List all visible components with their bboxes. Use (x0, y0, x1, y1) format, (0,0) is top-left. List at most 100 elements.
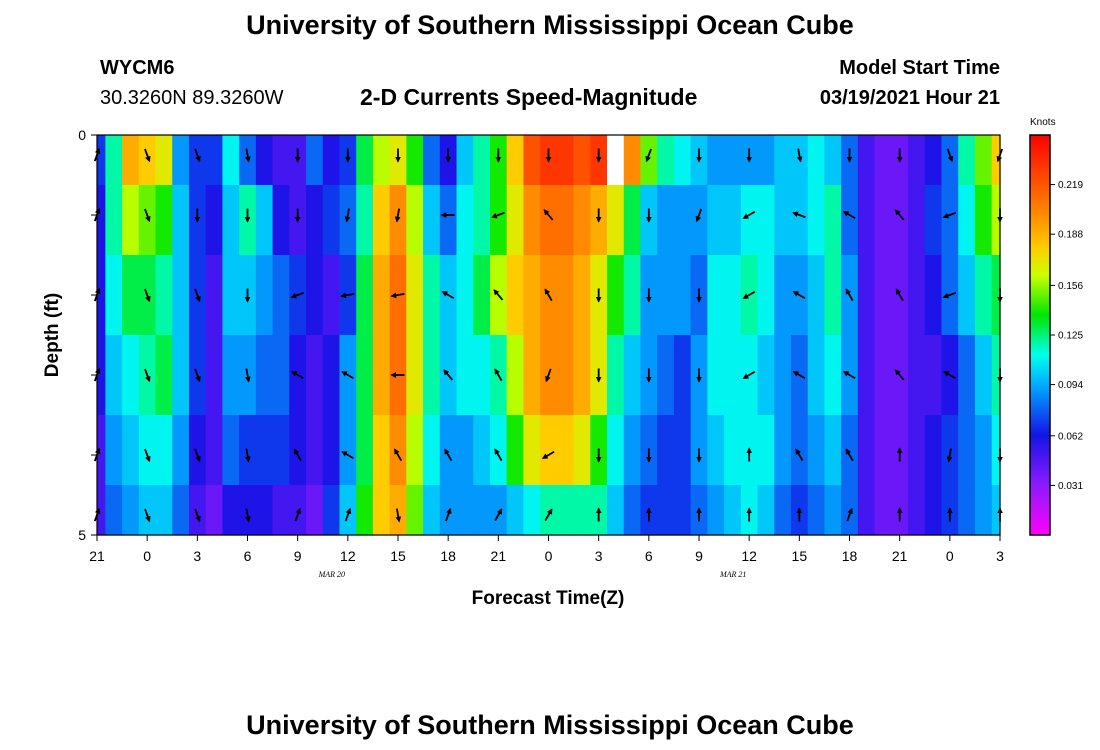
heatmap-cell (607, 335, 625, 416)
heatmap-cell (707, 485, 725, 536)
heatmap-cell (339, 415, 357, 486)
current-arrow (895, 288, 904, 302)
heatmap-cell (807, 255, 826, 336)
heatmap-cell (857, 485, 876, 536)
heatmap-cell (423, 335, 441, 416)
current-arrow (340, 292, 355, 299)
heatmap-cell (456, 415, 474, 486)
heatmap-cell (406, 135, 424, 186)
x-tick-label: 15 (390, 548, 406, 564)
heatmap-cell (774, 485, 792, 536)
heatmap-cell (339, 185, 357, 256)
heatmap-cell (356, 335, 374, 416)
current-arrow (943, 370, 956, 380)
current-arrow (842, 210, 856, 220)
heatmap-cell (807, 485, 826, 536)
heatmap-cell (356, 485, 374, 536)
heatmap-cell (874, 255, 892, 336)
heatmap-cell (138, 485, 157, 536)
heatmap-cell (673, 485, 692, 536)
current-arrow (942, 211, 957, 219)
current-arrow (144, 148, 151, 163)
heatmap-cell (623, 255, 642, 336)
heatmap-cell (406, 185, 424, 256)
heatmap-cell (406, 255, 424, 336)
x-tick-label: 3 (193, 548, 201, 564)
heatmap-cell (757, 335, 775, 416)
heatmap-cell (473, 185, 491, 256)
heatmap-cell (97, 135, 106, 186)
colorbar-label: Knots (1030, 117, 1056, 128)
heatmap-cell (724, 415, 742, 486)
model-start-value: 03/19/2021 Hour 21 (819, 87, 1000, 109)
heatmap-cell (657, 255, 675, 336)
heatmap-cell (205, 135, 224, 186)
heatmap-cell (423, 485, 441, 536)
current-arrow (144, 208, 151, 223)
heatmap-cell (824, 185, 842, 256)
colorbar-tick-label: 0.062 (1058, 431, 1083, 442)
current-arrow (695, 208, 703, 223)
heatmap-cell (473, 135, 491, 186)
heatmap-cell (255, 185, 274, 256)
current-arrow (395, 508, 402, 523)
heatmap-cell (908, 485, 926, 536)
current-arrow (846, 507, 853, 522)
heatmap-cell (97, 415, 106, 486)
current-arrow (494, 508, 503, 522)
heatmap-cell (423, 415, 441, 486)
current-arrow (294, 507, 302, 522)
heatmap-cell (489, 185, 508, 256)
heatmap-cell-missing (607, 135, 625, 186)
heatmap-cell (724, 185, 742, 256)
heatmap-cell (707, 255, 725, 336)
current-arrow (144, 368, 151, 383)
heatmap-cell (105, 485, 123, 536)
heatmap-cell (306, 485, 324, 536)
heatmap-cell (707, 185, 725, 256)
heatmap-cell (222, 415, 240, 486)
heatmap-cell (874, 185, 892, 256)
heatmap-cell (172, 485, 190, 536)
heatmap-cell (439, 415, 458, 486)
heatmap-cell (389, 485, 407, 536)
heatmap-cell (657, 415, 675, 486)
heatmap-cell (857, 335, 876, 416)
heatmap-cell (255, 485, 274, 536)
colorbar-tick-label: 0.031 (1058, 481, 1083, 492)
heatmap-cell (707, 135, 725, 186)
heatmap-cell (172, 335, 190, 416)
heatmap-cell (657, 185, 675, 256)
heatmap-cell (724, 485, 742, 536)
heatmap-cell (874, 135, 892, 186)
heatmap-cell (97, 485, 106, 536)
current-arrow (494, 368, 503, 382)
current-arrow (144, 448, 151, 463)
heatmap-cell (255, 135, 274, 186)
page-title-top: University of Southern Mississippi Ocean… (246, 10, 854, 40)
heatmap-cell (874, 485, 892, 536)
x-tick-label: 21 (491, 548, 507, 564)
heatmap-cell (974, 415, 993, 486)
current-arrow (742, 290, 756, 300)
heatmap-cell (690, 185, 708, 256)
x-tick-label: 0 (143, 548, 151, 564)
heatmap-cell (607, 485, 625, 536)
heatmap-cell (757, 135, 775, 186)
heatmap-cell (356, 415, 374, 486)
heatmap-cell (222, 255, 240, 336)
heatmap-cell (222, 485, 240, 536)
heatmap-cell (105, 335, 123, 416)
heatmap-cell (623, 415, 642, 486)
current-arrow (341, 450, 354, 460)
heatmap-cell (406, 485, 424, 536)
heatmap-cell (673, 415, 692, 486)
current-arrow (795, 448, 804, 462)
heatmap-cell (506, 255, 525, 336)
heatmap-cell (958, 485, 976, 536)
y-tick-label: 5 (78, 527, 86, 543)
heatmap-cell (774, 255, 792, 336)
current-arrow (946, 448, 953, 463)
current-arrow (792, 290, 806, 300)
